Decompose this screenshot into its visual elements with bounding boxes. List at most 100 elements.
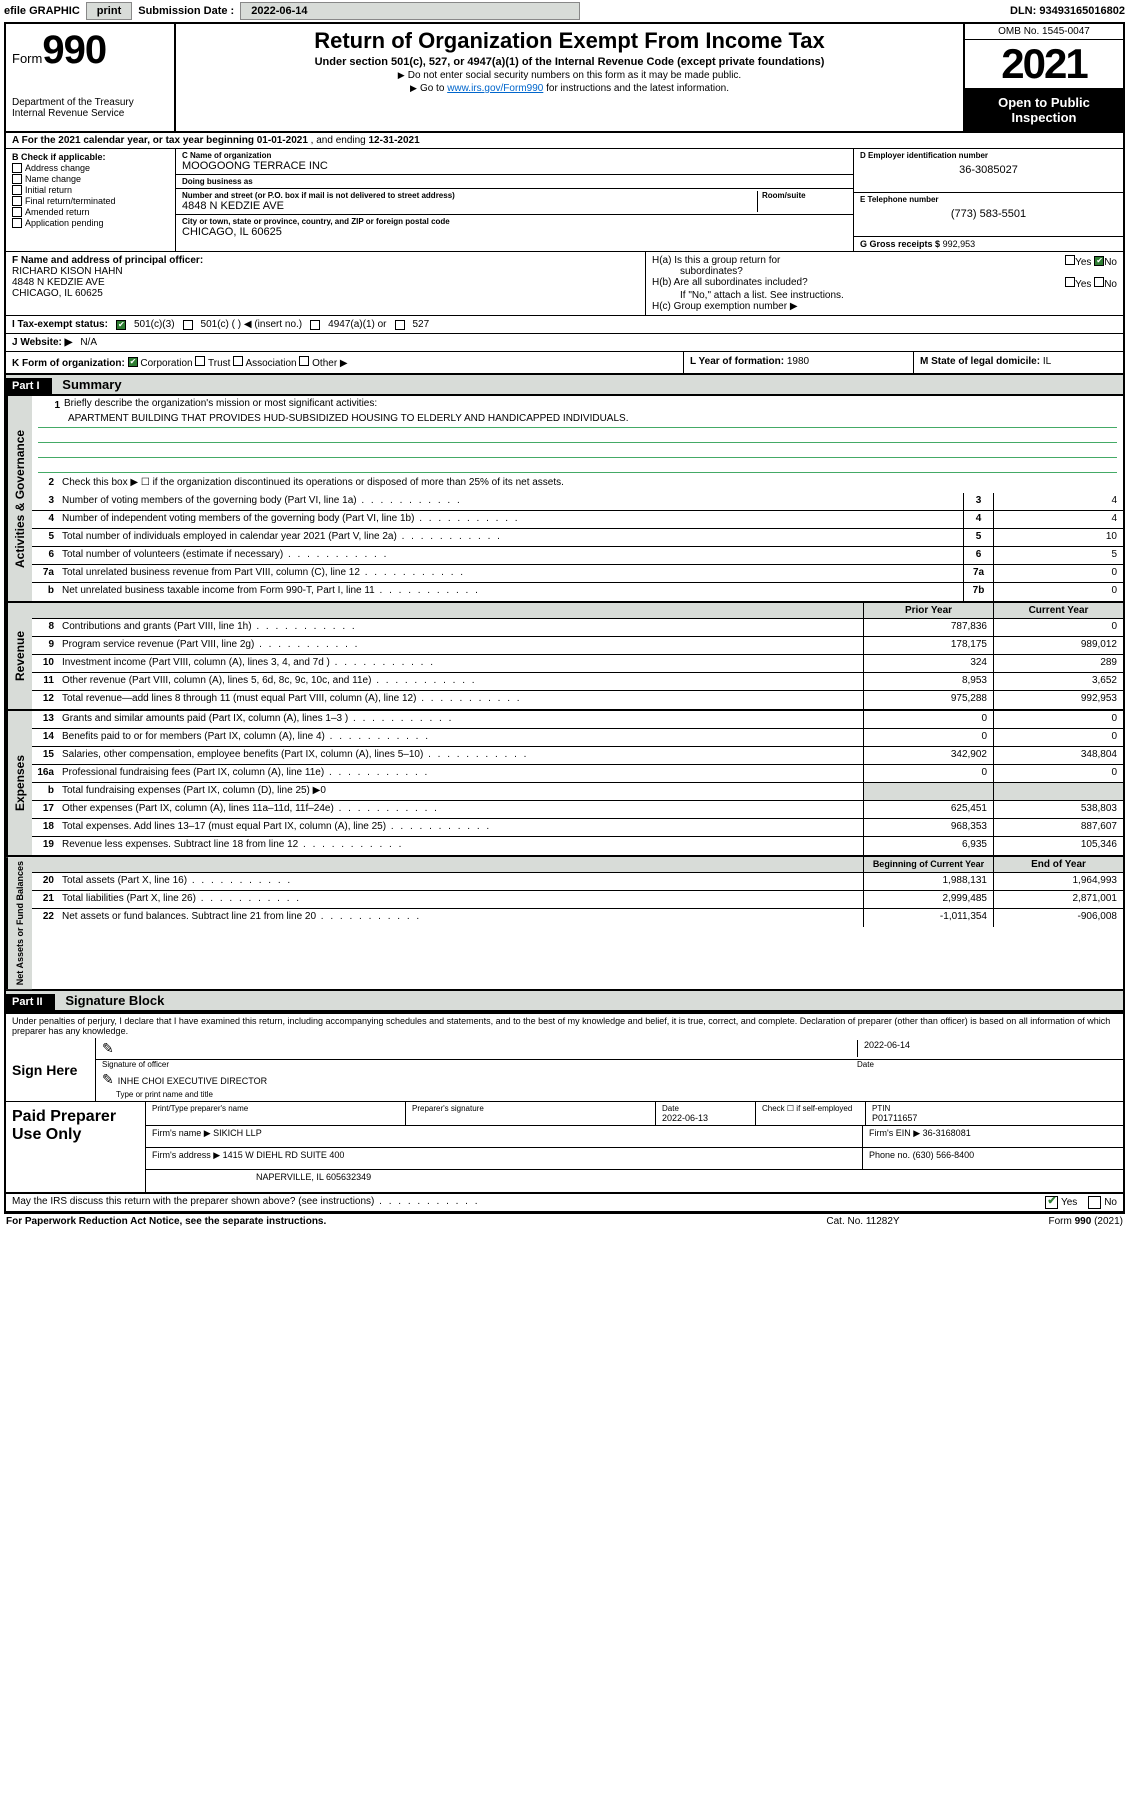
discuss-yn: Yes No: [1045, 1196, 1117, 1209]
opt-501c3: 501(c)(3): [134, 319, 175, 330]
open-public-badge: Open to Public Inspection: [965, 89, 1123, 131]
row-a-mid: , and ending: [311, 135, 369, 146]
begin-end-header: Beginning of Current Year End of Year: [32, 857, 1123, 873]
prior-current-header: Prior Year Current Year: [32, 603, 1123, 619]
checkbox-icon[interactable]: [1094, 256, 1104, 266]
hb-yn: Yes No: [1065, 277, 1117, 290]
ha-sub: subordinates?: [680, 266, 743, 277]
data-line: 15Salaries, other compensation, employee…: [32, 747, 1123, 765]
chk-name-change[interactable]: Name change: [12, 174, 169, 184]
side-netassets: Net Assets or Fund Balances: [6, 857, 32, 989]
checkbox-icon[interactable]: [195, 356, 205, 366]
checkbox-icon[interactable]: [233, 356, 243, 366]
sig-name-row: INHE CHOI EXECUTIVE DIRECTOR: [96, 1069, 1123, 1090]
ptin-value: P01711657: [872, 1113, 1117, 1123]
yes-label: Yes: [1061, 1197, 1077, 1208]
row-f-h: F Name and address of principal officer:…: [6, 252, 1123, 316]
cell-ein: D Employer identification number 36-3085…: [854, 149, 1123, 193]
entity-block: B Check if applicable: Address change Na…: [6, 149, 1123, 252]
row-a-prefix: A For the 2021 calendar year, or tax yea…: [12, 135, 257, 146]
prep-row-1: Print/Type preparer's name Preparer's si…: [146, 1102, 1123, 1126]
yes-label: Yes: [1075, 279, 1091, 290]
netassets-section: Net Assets or Fund Balances Beginning of…: [6, 855, 1123, 991]
col-k-form-org: K Form of organization: Corporation Trus…: [6, 352, 683, 373]
org-name: MOOGOONG TERRACE INC: [182, 160, 847, 172]
gov-line: 6Total number of volunteers (estimate if…: [32, 547, 1123, 565]
checkbox-icon[interactable]: [128, 357, 138, 367]
chk-final-return[interactable]: Final return/terminated: [12, 196, 169, 206]
form-prefix: Form: [12, 51, 42, 66]
data-line: 9Program service revenue (Part VIII, lin…: [32, 637, 1123, 655]
paid-preparer-block: Paid Preparer Use Only Print/Type prepar…: [6, 1102, 1123, 1194]
sig-date-label: Date: [857, 1060, 1117, 1069]
checkbox-icon[interactable]: [116, 320, 126, 330]
print-button[interactable]: print: [86, 2, 132, 20]
form-subtitle: Under section 501(c), 527, or 4947(a)(1)…: [182, 56, 957, 68]
prep-phone: (630) 566-8400: [913, 1150, 975, 1160]
i-label: I Tax-exempt status:: [12, 319, 108, 330]
checkbox-icon: [12, 207, 22, 217]
k-label: K Form of organization:: [12, 358, 125, 369]
checkbox-icon[interactable]: [299, 356, 309, 366]
col-b-checkboxes: B Check if applicable: Address change Na…: [6, 149, 176, 251]
irs-link[interactable]: www.irs.gov/Form990: [447, 83, 543, 94]
checkbox-icon[interactable]: [183, 320, 193, 330]
ssn-note: Do not enter social security numbers on …: [182, 70, 957, 81]
side-governance: Activities & Governance: [6, 396, 32, 601]
gov-line: 7aTotal unrelated business revenue from …: [32, 565, 1123, 583]
part2-header: Part II Signature Block: [6, 991, 1123, 1012]
form-990-number: 990: [42, 28, 106, 72]
firm-addr-label: Firm's address ▶: [152, 1150, 220, 1160]
netassets-content: Beginning of Current Year End of Year 20…: [32, 857, 1123, 989]
pen-icon: INHE CHOI EXECUTIVE DIRECTOR: [102, 1071, 1117, 1088]
checkbox-icon[interactable]: [1094, 277, 1104, 287]
efile-label: efile GRAPHIC: [4, 5, 80, 17]
sign-date: 2022-06-14: [857, 1040, 1117, 1057]
opt-other: Other ▶: [312, 358, 347, 369]
prep-date: 2022-06-13: [662, 1113, 749, 1123]
checkbox-icon: [12, 218, 22, 228]
hb-row: H(b) Are all subordinates included? Yes …: [652, 277, 1117, 290]
chk-label: Initial return: [25, 185, 72, 195]
checkbox-icon[interactable]: [1065, 277, 1075, 287]
phone-label: Phone no.: [869, 1150, 910, 1160]
checkbox-icon[interactable]: [1045, 1196, 1058, 1209]
checkbox-icon: [12, 174, 22, 184]
chk-app-pending[interactable]: Application pending: [12, 218, 169, 228]
firm-addr2: NAPERVILLE, IL 605632349: [146, 1170, 1123, 1192]
header-right: OMB No. 1545-0047 2021 Open to Public In…: [963, 24, 1123, 131]
data-line: 16aProfessional fundraising fees (Part I…: [32, 765, 1123, 783]
sig-labels-row: Signature of officer Date: [96, 1060, 1123, 1069]
row-a-end: 12-31-2021: [369, 135, 420, 146]
ha-yn: Yes No: [1065, 255, 1117, 277]
col-f-officer: F Name and address of principal officer:…: [6, 252, 646, 315]
irs-label: Internal Revenue Service: [12, 108, 168, 119]
chk-label: Application pending: [25, 218, 104, 228]
governance-content: 1Briefly describe the organization's mis…: [32, 396, 1123, 601]
data-line: 21Total liabilities (Part X, line 26)2,9…: [32, 891, 1123, 909]
mission-blank: [38, 458, 1117, 473]
penalties-text: Under penalties of perjury, I declare th…: [6, 1012, 1123, 1038]
chk-amended[interactable]: Amended return: [12, 207, 169, 217]
f-label: F Name and address of principal officer:: [12, 255, 639, 266]
phone-label: E Telephone number: [860, 195, 1117, 204]
sign-here-label: Sign Here: [6, 1038, 96, 1101]
chk-initial-return[interactable]: Initial return: [12, 185, 169, 195]
data-line: 11Other revenue (Part VIII, column (A), …: [32, 673, 1123, 691]
prep-print-label: Print/Type preparer's name: [152, 1104, 399, 1113]
form-container: Form990 Department of the Treasury Inter…: [4, 22, 1125, 1214]
checkbox-icon[interactable]: [1088, 1196, 1101, 1209]
checkbox-icon[interactable]: [1065, 255, 1075, 265]
chk-address-change[interactable]: Address change: [12, 163, 169, 173]
data-line: 18Total expenses. Add lines 13–17 (must …: [32, 819, 1123, 837]
checkbox-icon[interactable]: [310, 320, 320, 330]
q1-num: 1: [38, 398, 64, 413]
form-number: Form990: [12, 28, 168, 73]
data-line: bTotal fundraising expenses (Part IX, co…: [32, 783, 1123, 801]
m-label: M State of legal domicile:: [920, 356, 1040, 367]
col-l-year: L Year of formation: 1980: [683, 352, 913, 373]
firm-ein-label: Firm's EIN ▶: [869, 1128, 920, 1138]
revenue-section: Revenue Prior Year Current Year 8Contrib…: [6, 603, 1123, 709]
checkbox-icon[interactable]: [395, 320, 405, 330]
mission-blank: [38, 443, 1117, 458]
